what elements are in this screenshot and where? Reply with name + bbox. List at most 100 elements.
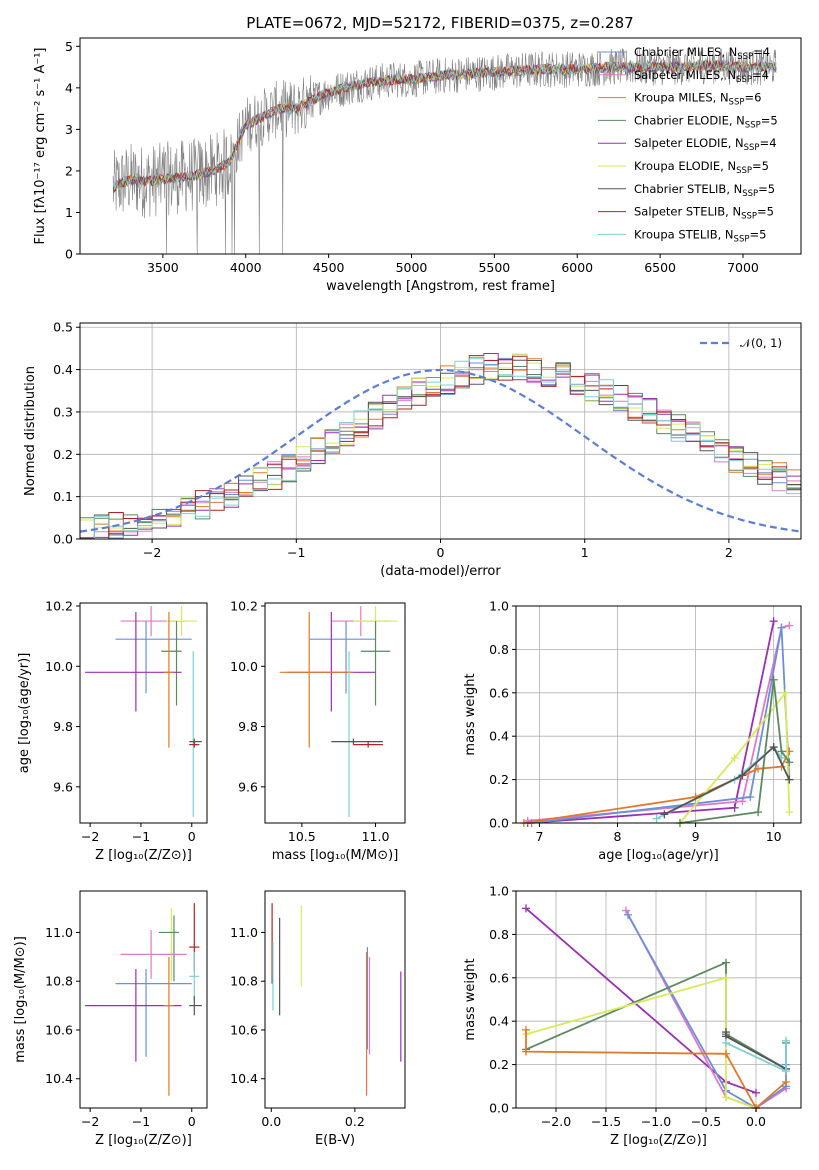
y-tick-label: 9.8	[53, 719, 73, 734]
weight-series-marker	[785, 775, 794, 784]
x-axis-label: wavelength [Angstrom, rest frame]	[326, 279, 555, 294]
axes-frame	[264, 890, 406, 1109]
x-tick-label: 5500	[478, 260, 510, 275]
y-tick-label: 11.0	[230, 925, 258, 940]
axes-frame	[515, 605, 802, 824]
y-tick-label: 0.3	[53, 404, 73, 419]
y-tick-label: 10.4	[230, 1071, 258, 1086]
weight-series-line	[627, 914, 787, 1110]
residual-histogram-step	[80, 355, 801, 540]
plot-data	[85, 903, 202, 1096]
y-tick-label: 0	[65, 247, 73, 262]
axes-frame	[79, 890, 208, 1109]
x-tick-label: 1	[581, 545, 589, 560]
errorbar-point	[115, 621, 192, 694]
errorbar-point	[360, 621, 391, 706]
weight-series	[522, 904, 760, 1097]
errorbar-point	[166, 606, 197, 637]
mass-vs-ebv-panel: 0.0 0.2 10.4 10.6 10.8 11.0 E(B-V)	[230, 890, 406, 1148]
weight-series-marker	[781, 688, 790, 697]
x-tick-label: 7000	[727, 260, 759, 275]
errorbar-point	[279, 612, 354, 748]
y-tick-label: 0.0	[489, 816, 509, 831]
x-tick-label: 6000	[561, 260, 593, 275]
y-tick-label: 0.6	[489, 685, 509, 700]
x-tick-label: 4500	[313, 260, 345, 275]
axes-frame	[264, 602, 406, 824]
x-tick-label: −1	[132, 829, 150, 844]
y-axis-label: Flux [fλ10⁻¹⁷ erg cm⁻² s⁻¹ A⁻¹]	[33, 48, 48, 245]
weight-series-marker	[769, 617, 778, 626]
weight-series-marker	[652, 814, 661, 823]
x-axis-label: age [log₁₀(age/yr)]	[598, 848, 719, 863]
y-tick-label: 0.2	[489, 772, 509, 787]
errorbar-point	[341, 651, 357, 817]
axes: −2 −1 0 1 2 0.0 0.1 0.2 0.3 0.4 0.5 (data-model)/er…	[23, 320, 802, 579]
weight-series-marker	[624, 910, 632, 919]
x-tick-label: 9	[692, 829, 700, 844]
y-tick-label: 10.8	[45, 974, 73, 989]
y-tick-label: 0.6	[489, 970, 509, 985]
weight-series-marker	[722, 958, 730, 967]
x-tick-label: 3500	[147, 260, 179, 275]
weight-series	[660, 743, 794, 819]
y-tick-label: 5	[65, 39, 73, 54]
errorbar-point	[161, 621, 182, 706]
weight-series-line	[527, 621, 775, 824]
weight-series-marker	[769, 675, 778, 684]
axes-frame	[515, 890, 802, 1109]
y-tick-label: 10.6	[45, 1022, 73, 1037]
plot-data	[522, 904, 790, 1112]
y-tick-label: 0.2	[489, 1057, 509, 1072]
y-tick-label: 10.8	[230, 974, 258, 989]
x-axis-label: mass [log₁₀(M/M⊙)]	[272, 848, 399, 863]
weight-series-marker	[785, 758, 794, 767]
weight-series-marker	[782, 1067, 790, 1076]
x-tick-label: −0.5	[691, 1114, 721, 1129]
x-tick-label: −1.0	[641, 1114, 671, 1129]
y-tick-label: 1.0	[489, 884, 509, 899]
legend-entry: Chabrier MILES, NSSP=4	[634, 45, 770, 62]
weight-series	[522, 1025, 790, 1112]
residuals-panel: −2 −1 0 1 2 0.0 0.1 0.2 0.3 0.4 0.5 (data-model)/er…	[23, 320, 802, 579]
age-vs-metallicity-panel: −2 −1 0 9.6 9.8 10.0 10.2 Z [log₁₀(Z/Z⊙)] age [l…	[17, 599, 208, 863]
axes: 10.5 11.0 9.6 9.8 10.0 10.2 mass [log₁₀(M/M⊙)]	[230, 599, 406, 863]
weight-series	[722, 1036, 790, 1076]
errorbar-point	[189, 738, 202, 745]
weight-series-line	[679, 690, 791, 824]
y-tick-label: 0.8	[489, 642, 509, 657]
y-axis-label: mass [log₁₀(M/M⊙)]	[13, 936, 28, 1063]
axes: −2 −1 0 10.4 10.6 10.8 11.0 Z [log₁₀(Z/Z⊙)] mass…	[13, 890, 208, 1148]
y-tick-label: 4	[65, 80, 73, 95]
weight-series-marker	[730, 753, 739, 762]
y-tick-label: 10.2	[45, 599, 73, 614]
errorbar-point	[85, 969, 182, 1062]
age-vs-mass-panel: 10.5 11.0 9.6 9.8 10.0 10.2 mass [log₁₀(M/M⊙)]	[230, 599, 406, 863]
weight-series-line	[663, 745, 791, 816]
plot-data	[79, 353, 802, 540]
axes: −2.0 −1.5 −1.0 −0.5 0.0 0.0 0.2 0.4 0.6 0.8 1.0 Z […	[463, 884, 802, 1148]
x-tick-label: 8	[614, 829, 622, 844]
model-spectrum-line	[112, 60, 777, 190]
errorbar-point	[353, 741, 383, 748]
x-tick-label: 0	[188, 829, 196, 844]
y-tick-label: 9.6	[238, 779, 258, 794]
errorbar-point	[115, 969, 192, 1057]
weight-series-marker	[769, 743, 778, 752]
errorbar-point	[331, 738, 383, 745]
weight-series-marker	[522, 1025, 530, 1034]
y-tick-label: 1	[65, 205, 73, 220]
weight-series-line	[525, 907, 757, 1094]
weight-series-marker	[722, 1093, 730, 1102]
weight-series	[624, 910, 790, 1112]
weight-series-marker	[730, 803, 739, 812]
legend-entry: Salpeter MILES, NSSP=4	[634, 68, 769, 85]
normal-distribution-curve	[79, 368, 802, 533]
y-tick-label: 11.0	[45, 925, 73, 940]
axes: −2 −1 0 9.6 9.8 10.0 10.2 Z [log₁₀(Z/Z⊙)] age [l…	[17, 599, 208, 863]
weight-series-marker	[622, 906, 630, 915]
weight-series-marker	[722, 1038, 730, 1047]
x-tick-label: 0.0	[746, 1114, 766, 1129]
y-tick-label: 0.2	[53, 447, 73, 462]
